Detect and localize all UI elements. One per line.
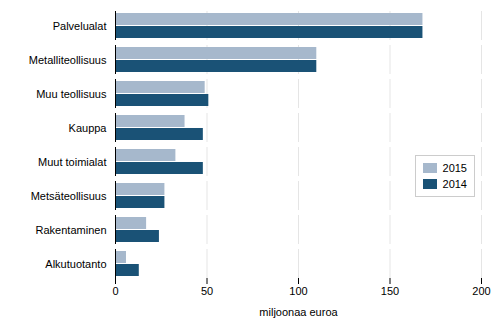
html-text:2014: 2014 [442, 178, 467, 191]
html-text:2015: 2015 [442, 162, 467, 175]
svg-text:0: 0 [112, 285, 118, 297]
svg-text:Metalliteollisuus: Metalliteollisuus [29, 54, 107, 66]
svg-text:Muut toimialat: Muut toimialat [38, 156, 106, 168]
svg-text:miljoonaa euroa: miljoonaa euroa [259, 306, 338, 318]
svg-text:50: 50 [201, 285, 213, 297]
svg-text:Muu teollisuus: Muu teollisuus [36, 88, 107, 100]
svg-text:Palvelualat: Palvelualat [53, 20, 107, 32]
svg-text:150: 150 [381, 285, 399, 297]
svg-text:100: 100 [289, 285, 307, 297]
svg-text:Metsäteollisuus: Metsäteollisuus [31, 190, 107, 202]
svg-text:Kauppa: Kauppa [69, 122, 108, 134]
svg-text:Alkutuotanto: Alkutuotanto [45, 258, 106, 270]
svg-text:200: 200 [472, 285, 490, 297]
svg-text:Rakentaminen: Rakentaminen [36, 224, 107, 236]
